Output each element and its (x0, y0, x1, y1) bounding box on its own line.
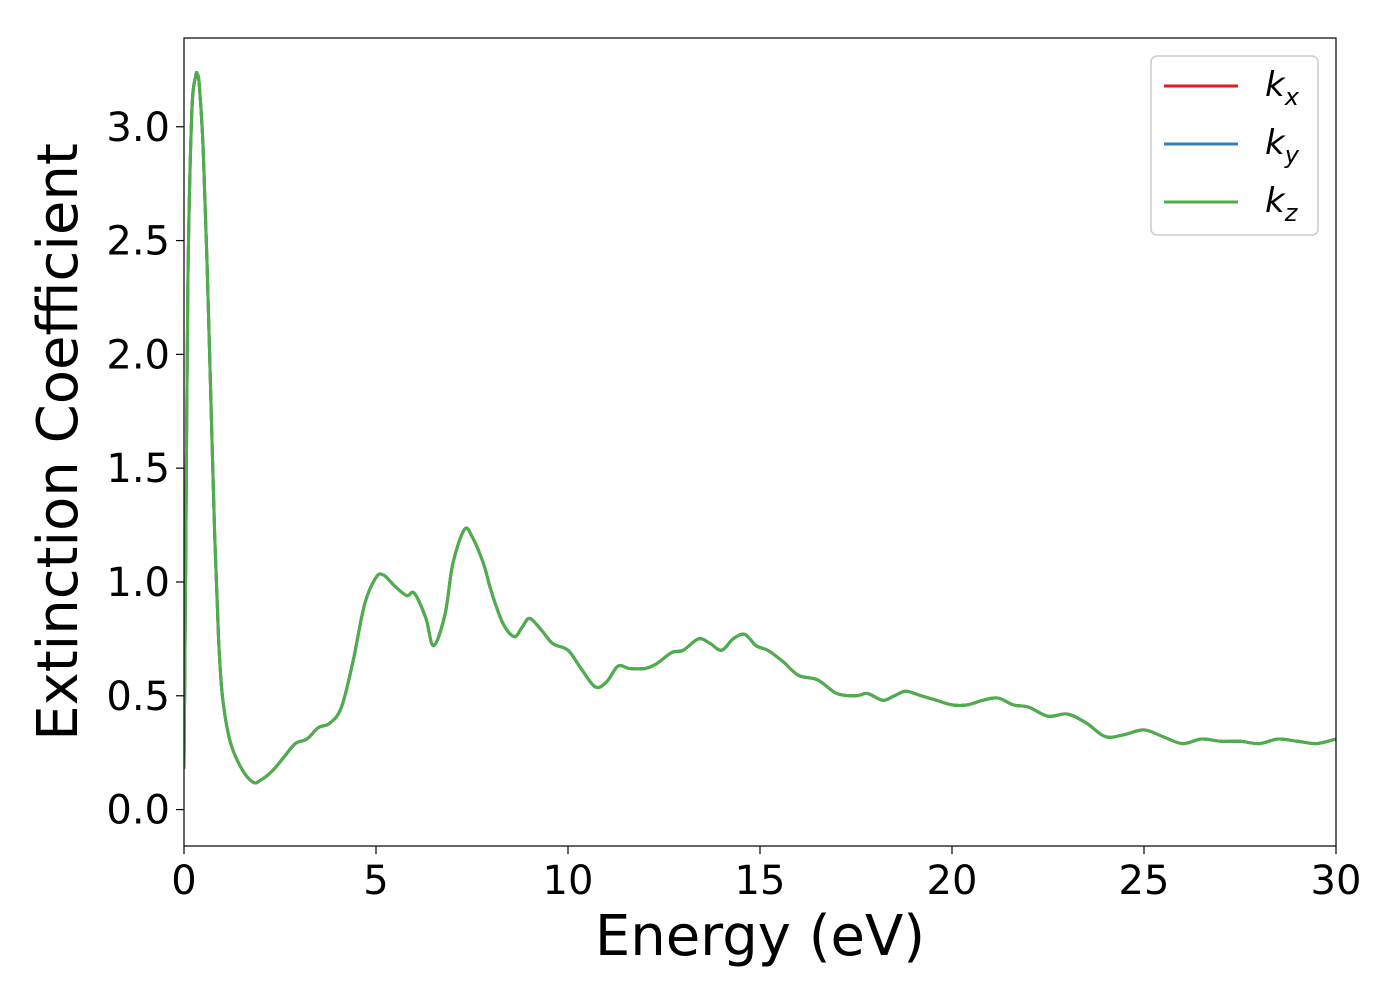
y-tick-label: 2.5 (106, 219, 170, 265)
x-tick-label: 30 (1311, 858, 1362, 904)
legend-label-base: k (1265, 181, 1286, 221)
series-line-k-z (184, 70, 1336, 785)
y-tick-label: 0.0 (106, 788, 170, 834)
y-tick-label: 2.0 (106, 332, 170, 378)
x-axis-title: Energy (eV) (595, 904, 925, 969)
y-axis: 0.0 0.5 1.0 1.5 2.0 2.5 3.0 (106, 105, 184, 834)
x-tick-label: 10 (543, 858, 594, 904)
x-tick-label: 25 (1119, 858, 1170, 904)
legend-label: kz (1265, 181, 1299, 227)
x-tick-label: 20 (927, 858, 978, 904)
legend-label-subscript: x (1284, 83, 1300, 111)
y-tick-label: 0.5 (106, 674, 170, 720)
legend-label: kx (1265, 65, 1300, 111)
legend-label-base: k (1265, 65, 1286, 105)
x-tick-label: 0 (171, 858, 196, 904)
x-axis: 0 5 10 15 20 25 30 (171, 846, 1361, 904)
y-tick-label: 1.0 (106, 560, 170, 606)
legend-label-subscript: z (1284, 199, 1299, 227)
legend-label-base: k (1265, 123, 1286, 163)
y-tick-label: 3.0 (106, 105, 170, 151)
x-tick-label: 15 (735, 858, 786, 904)
x-tick-label: 5 (363, 858, 388, 904)
y-tick-label: 1.5 (106, 446, 170, 492)
y-axis-title: Extinction Coefficient (26, 143, 91, 741)
legend-label-subscript: y (1284, 141, 1300, 169)
series-lines (184, 70, 1336, 785)
legend-label: ky (1265, 123, 1300, 169)
